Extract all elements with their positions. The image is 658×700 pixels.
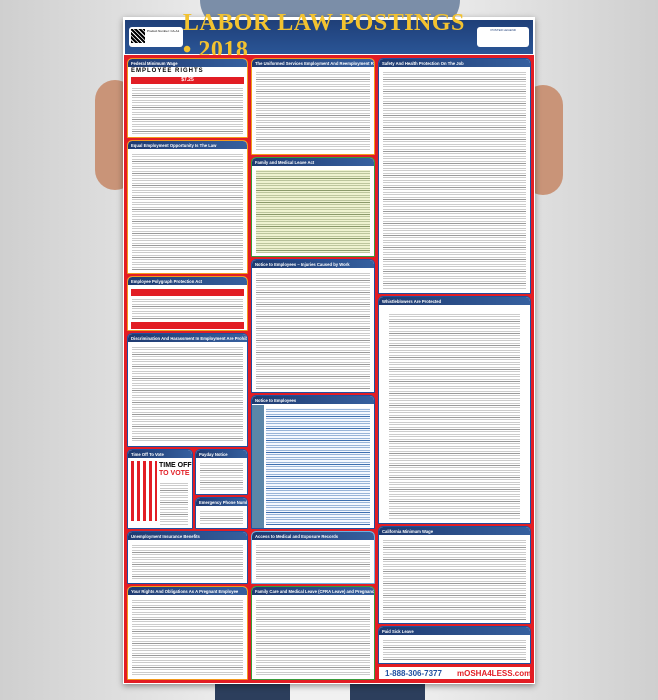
section-title: California Minimum Wage xyxy=(379,527,530,535)
section-userra: The Uniformed Services Employment And Re… xyxy=(251,58,375,155)
section-cfra: Family Care and Medical Leave (CFRA Leav… xyxy=(251,586,375,680)
vote-line: TO VOTE xyxy=(159,470,190,477)
section-federal-minimum-wage: Federal Minimum Wage EMPLOYEE RIGHTS $7.… xyxy=(127,58,248,138)
section-body xyxy=(200,462,243,491)
ballot-box-icon xyxy=(131,461,157,521)
phone-number[interactable]: 1-888-306-7377 xyxy=(385,669,442,678)
poster-header: Product Number: CA-A1 LABOR LAW POSTINGS… xyxy=(125,10,533,63)
poster-frame: Federal Minimum Wage EMPLOYEE RIGHTS $7.… xyxy=(124,55,534,683)
vote-line: TIME OFF xyxy=(159,462,192,469)
section-body xyxy=(132,87,243,134)
section-title: Family and Medical Leave Act xyxy=(252,158,374,166)
section-body xyxy=(132,298,243,320)
section-injuries-notice: Notice to Employees – Injuries Caused by… xyxy=(251,259,375,393)
section-title: Discrimination And Harassment In Employm… xyxy=(128,334,247,342)
red-banner xyxy=(131,322,244,329)
section-body xyxy=(383,71,526,290)
section-body xyxy=(160,482,188,525)
section-body xyxy=(256,544,370,580)
section-body xyxy=(266,408,370,525)
section-title: Equal Employment Opportunity Is The Law xyxy=(128,141,247,149)
person-leg xyxy=(350,684,425,700)
section-time-off-to-vote: Time Off To Vote TIME OFF TO VOTE xyxy=(127,449,193,529)
section-body xyxy=(132,544,243,580)
section-title: Whistleblowers Are Protected xyxy=(379,297,530,305)
section-body xyxy=(383,639,526,660)
section-california-minimum-wage: California Minimum Wage xyxy=(378,526,531,624)
section-body xyxy=(200,510,243,525)
section-title: Family Care and Medical Leave (CFRA Leav… xyxy=(252,587,374,595)
section-discrimination: Discrimination And Harassment In Employm… xyxy=(127,333,248,447)
section-access-medical-records: Access to Medical and Exposure Records xyxy=(251,531,375,584)
qr-code-icon xyxy=(131,29,145,43)
section-title: Access to Medical and Exposure Records xyxy=(252,532,374,540)
section-title: Federal Minimum Wage xyxy=(128,59,247,67)
section-safety-health: Safety And Health Protection On The Job xyxy=(378,58,531,294)
section-eeo: Equal Employment Opportunity Is The Law xyxy=(127,140,248,274)
section-whistleblowers: Whistleblowers Are Protected xyxy=(378,296,531,524)
vote-title: TIME OFF TO VOTE xyxy=(159,462,192,478)
section-payday-notice: Payday Notice xyxy=(195,449,248,495)
brand-logo: mOSHA4LESS.com xyxy=(457,669,531,678)
poster-legend: POSTER LEGEND xyxy=(477,27,529,47)
section-title: Payday Notice xyxy=(196,450,247,458)
section-body xyxy=(256,599,370,676)
product-number: Product Number: CA-A1 xyxy=(147,29,180,33)
section-fmla: Family and Medical Leave Act xyxy=(251,157,375,257)
federal-wage-amount: $7.25 xyxy=(131,77,244,84)
section-title: Safety And Health Protection On The Job xyxy=(379,59,530,67)
poster-title: LABOR LAW POSTINGS • 2018 xyxy=(182,10,465,63)
section-notice-to-employees: Notice to Employees xyxy=(251,395,375,529)
section-title: Employee Polygraph Protection Act xyxy=(128,277,247,285)
section-paid-sick-leave: Paid Sick Leave xyxy=(378,626,531,664)
labor-law-poster: Product Number: CA-A1 LABOR LAW POSTINGS… xyxy=(123,10,535,684)
section-unemployment-insurance: Unemployment Insurance Benefits xyxy=(127,531,248,584)
employee-rights-banner: EMPLOYEE RIGHTS xyxy=(131,68,204,74)
decorative-strip xyxy=(252,405,264,528)
section-title: The Uniformed Services Employment And Re… xyxy=(252,59,374,67)
section-body xyxy=(389,313,520,520)
person-leg xyxy=(215,684,290,700)
product-label: Product Number: CA-A1 xyxy=(129,27,183,47)
section-body xyxy=(256,170,370,253)
section-title: Time Off To Vote xyxy=(128,450,192,458)
section-polygraph: Employee Polygraph Protection Act xyxy=(127,276,248,331)
section-title: Your Rights And Obligations As A Pregnan… xyxy=(128,587,247,595)
section-pregnant-employee: Your Rights And Obligations As A Pregnan… xyxy=(127,586,248,680)
footer-contact: 1-888-306-7377 mOSHA4LESS.com xyxy=(378,666,531,680)
section-body xyxy=(256,272,370,389)
section-title: Notice to Employees – Injuries Caused by… xyxy=(252,260,374,268)
red-banner xyxy=(131,289,244,296)
section-body xyxy=(132,153,243,270)
section-body xyxy=(256,71,370,151)
section-title: Paid Sick Leave xyxy=(379,627,530,635)
section-body xyxy=(132,346,243,443)
section-body xyxy=(132,599,243,676)
section-body xyxy=(383,539,526,620)
section-title: Unemployment Insurance Benefits xyxy=(128,532,247,540)
section-title: Emergency Phone Numbers xyxy=(196,498,247,506)
section-emergency-numbers: Emergency Phone Numbers xyxy=(195,497,248,529)
section-title: Notice to Employees xyxy=(252,396,374,404)
